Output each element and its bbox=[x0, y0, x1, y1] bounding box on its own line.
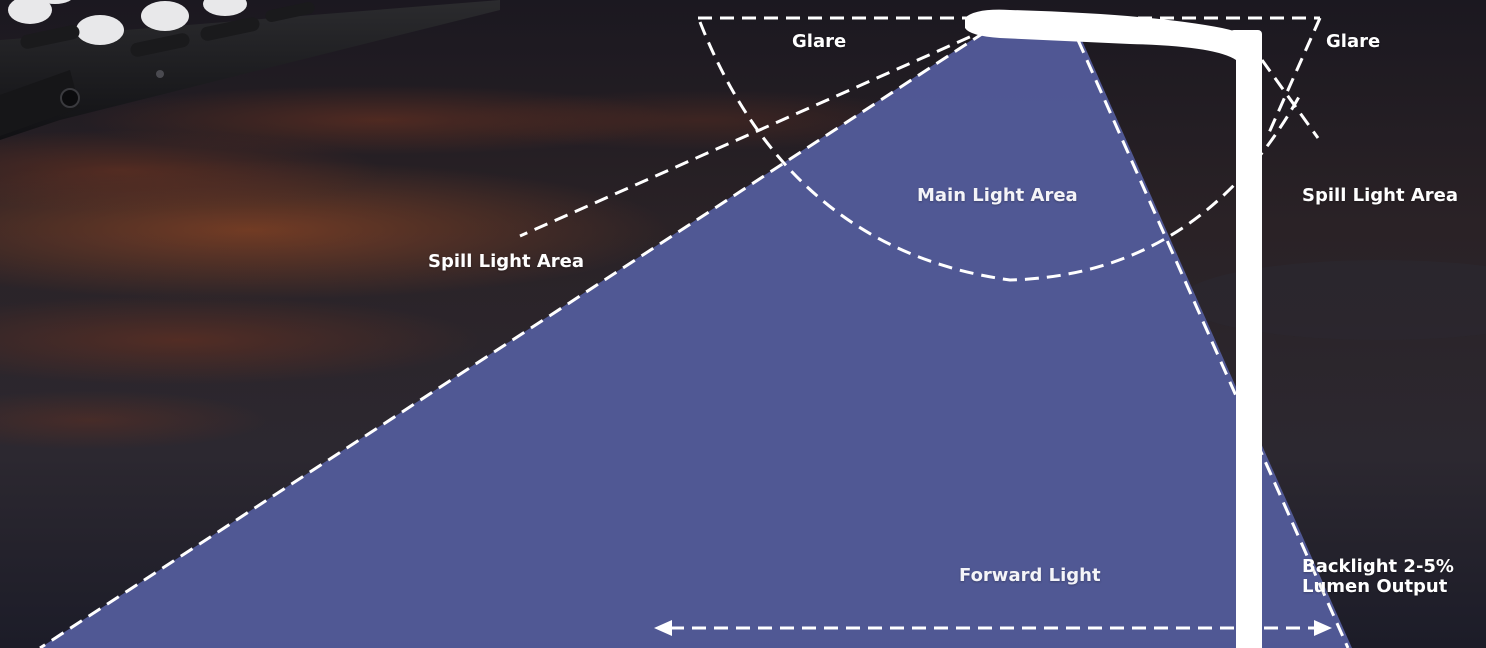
glare-label-right: Glare bbox=[1326, 31, 1381, 52]
street-light-pole-icon bbox=[965, 9, 1262, 648]
spill-light-area-label-left: Spill Light Area bbox=[428, 251, 584, 272]
backlight-label-line2: Lumen Output bbox=[1302, 576, 1448, 597]
main-light-area-label: Main Light Area bbox=[917, 185, 1078, 206]
glare-label-left: Glare bbox=[792, 31, 847, 52]
backlight-label: Backlight 2-5% Lumen Output bbox=[1302, 557, 1454, 597]
backlight-label-line1: Backlight 2-5% bbox=[1302, 556, 1454, 577]
spill-light-area-label-right: Spill Light Area bbox=[1302, 185, 1458, 206]
light-beam-area bbox=[40, 28, 1352, 648]
dashed-guide-lines bbox=[39, 16, 1350, 648]
forward-light-label: Forward Light bbox=[959, 565, 1101, 586]
forward-light-arrow-icon bbox=[654, 620, 1332, 636]
led-fixture-icon bbox=[0, 0, 500, 140]
